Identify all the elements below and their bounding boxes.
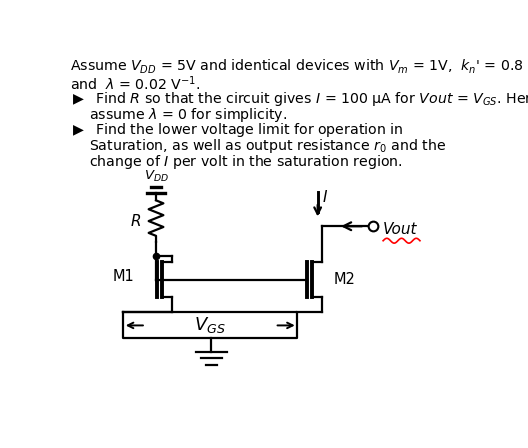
Text: $\blacktriangleright$  Find the lower voltage limit for operation in: $\blacktriangleright$ Find the lower vol… xyxy=(70,121,403,139)
Text: R: R xyxy=(131,214,142,228)
Text: Saturation, as well as output resistance $r_0$ and the: Saturation, as well as output resistance… xyxy=(89,137,446,155)
Text: I: I xyxy=(323,190,327,205)
Text: Assume $V_{DD}$ = 5V and identical devices with $V_m$ = 1V,  $k_n$' = 0.8 mA/V$^: Assume $V_{DD}$ = 5V and identical devic… xyxy=(70,56,528,77)
Text: M2: M2 xyxy=(334,272,356,287)
Text: $V_{DD}$: $V_{DD}$ xyxy=(144,169,168,184)
Text: change of $I$ per volt in the saturation region.: change of $I$ per volt in the saturation… xyxy=(89,153,402,171)
Text: assume $\lambda$ = 0 for simplicity.: assume $\lambda$ = 0 for simplicity. xyxy=(89,106,287,124)
Text: $\blacktriangleright$  Find $R$ so that the circuit gives $I$ = 100 μA for $\mat: $\blacktriangleright$ Find $R$ so that t… xyxy=(70,90,528,108)
Text: $V_{GS}$: $V_{GS}$ xyxy=(194,315,226,336)
Text: and  $\lambda$ = 0.02 V$^{-1}$.: and $\lambda$ = 0.02 V$^{-1}$. xyxy=(70,74,201,93)
Text: Vout: Vout xyxy=(383,222,418,237)
Text: M1: M1 xyxy=(113,269,135,284)
